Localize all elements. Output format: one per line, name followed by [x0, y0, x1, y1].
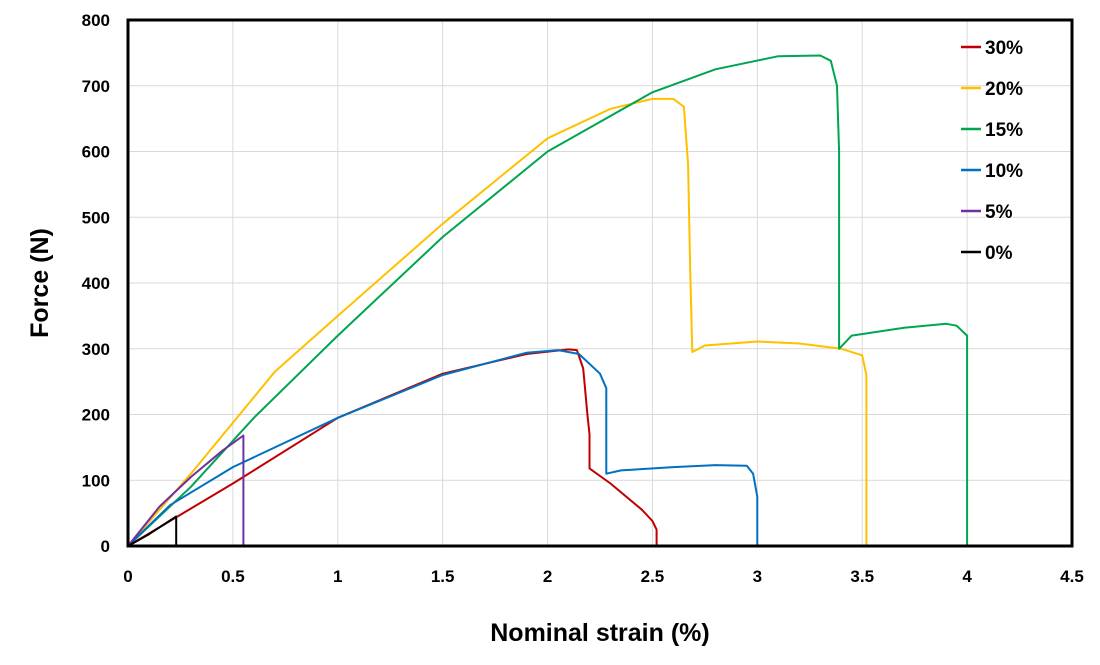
y-tick-label: 500 [82, 208, 110, 227]
y-tick-label: 0 [101, 537, 110, 556]
y-tick-label: 700 [82, 77, 110, 96]
series-line-10pct [127, 349, 759, 547]
legend-label: 15% [985, 120, 1023, 141]
grid-lines [127, 19, 1073, 547]
series-line-5pct [127, 434, 245, 547]
legend: 30% 20% 15% 10% 5% 0% [961, 38, 1023, 264]
series-line-15pct [127, 54, 969, 547]
x-tick-label: 4 [962, 567, 972, 586]
series-line-20pct [127, 97, 868, 547]
y-tick-label: 400 [82, 274, 110, 293]
x-tick-label: 0.5 [221, 567, 245, 586]
x-tick-label: 0 [123, 567, 132, 586]
y-axis-title: Force (N) [26, 228, 54, 338]
y-tick-label: 100 [82, 471, 110, 490]
plot-frame [126, 18, 1074, 548]
x-tick-label: 3.5 [850, 567, 874, 586]
x-tick-label: 2 [543, 567, 552, 586]
legend-label: 0% [985, 243, 1013, 264]
x-tick-label: 3 [753, 567, 762, 586]
series-line-0pct [127, 515, 178, 547]
series-line-30pct [127, 348, 658, 547]
y-tick-label: 300 [82, 340, 110, 359]
x-tick-labels: 0 0.5 1 1.5 2 2.5 3 3.5 4 4.5 [123, 567, 1084, 586]
legend-label: 30% [985, 38, 1023, 59]
x-tick-label: 1 [333, 567, 342, 586]
x-tick-label: 4.5 [1060, 567, 1084, 586]
y-tick-labels: 0 100 200 300 400 500 600 700 800 [82, 11, 110, 556]
x-tick-label: 2.5 [641, 567, 665, 586]
legend-label: 20% [985, 79, 1023, 100]
series-lines [127, 54, 969, 547]
y-tick-label: 800 [82, 11, 110, 30]
legend-label: 5% [985, 202, 1013, 223]
legend-label: 10% [985, 161, 1023, 182]
x-tick-label: 1.5 [431, 567, 455, 586]
y-tick-label: 200 [82, 406, 110, 425]
x-axis-title: Nominal strain (%) [490, 619, 709, 647]
y-tick-label: 600 [82, 143, 110, 162]
